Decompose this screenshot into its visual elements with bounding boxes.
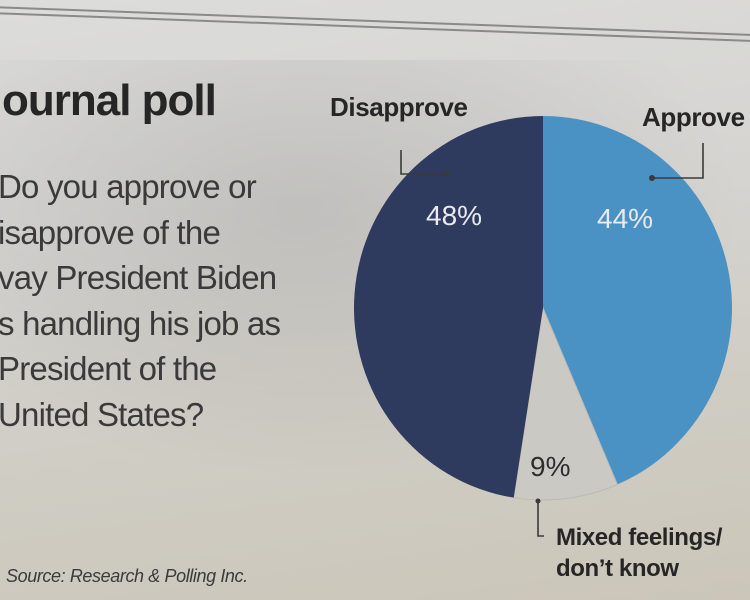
question-line: United States? — [0, 395, 204, 433]
leader-dot-mixed — [535, 498, 541, 504]
leader-dot-disapprove — [444, 171, 450, 177]
source-note: Source: Research & Polling Inc. — [6, 566, 248, 586]
data-label-disapprove: 48% — [426, 200, 483, 231]
leader-lines — [400, 143, 704, 537]
label-mixed-line: don’t know — [556, 555, 679, 582]
pie-slice-disapprove — [353, 116, 543, 498]
pie-slice-approve — [543, 116, 733, 485]
chart-title: ournal poll — [2, 76, 217, 125]
pie-slice-mixed-feelings-don-t-know — [513, 306, 619, 501]
leader-line-approve — [652, 143, 704, 179]
label-disapprove: Disapprove — [330, 92, 468, 122]
question-line: President of the — [0, 350, 217, 387]
question-line: s handling his job as — [0, 304, 281, 342]
leader-line-disapprove — [400, 150, 447, 175]
question-line: vay President Biden — [0, 259, 277, 296]
label-approve: Approve — [642, 102, 745, 132]
question-line: Do you approve or — [0, 168, 257, 205]
label-mixed: Mixed feelings/ don’t know — [556, 522, 722, 584]
question-line: isapprove of the — [0, 213, 221, 251]
poll-question: Do you approve or isapprove of the vay P… — [0, 164, 328, 437]
pie-slices — [353, 116, 733, 501]
data-label-approve: 44% — [597, 203, 654, 234]
leader-dot-approve — [649, 175, 655, 181]
label-mixed-line: Mixed feelings/ — [556, 524, 723, 551]
data-label-mixed: 9% — [530, 451, 571, 482]
leader-line-mixed — [537, 500, 544, 537]
